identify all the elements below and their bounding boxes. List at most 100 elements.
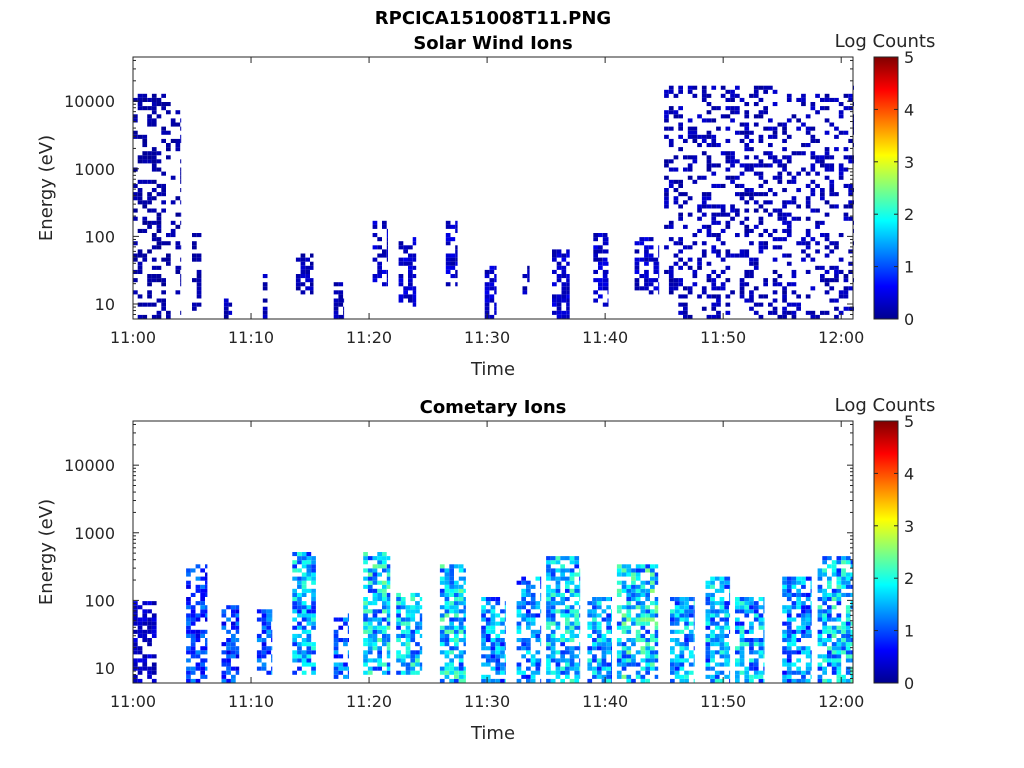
x-tick-label: 11:10 — [228, 328, 274, 347]
heatmap-cell — [711, 85, 717, 90]
heatmap-cell — [829, 188, 835, 193]
heatmap-cell — [147, 625, 152, 630]
heatmap-cell — [753, 200, 759, 205]
heatmap-cell — [311, 613, 316, 618]
heatmap-cell — [687, 126, 693, 131]
heatmap-cell — [601, 674, 607, 679]
heatmap-cell — [454, 642, 459, 647]
heatmap-cell — [805, 597, 811, 602]
heatmap-cell — [810, 138, 816, 143]
heatmap-cell — [566, 306, 570, 311]
heatmap-cell — [449, 592, 454, 597]
heatmap-cell — [640, 564, 646, 569]
heatmap-cell — [347, 617, 349, 622]
heatmap-cell — [848, 155, 853, 160]
heatmap-cell — [679, 601, 685, 606]
heatmap-cell — [372, 629, 378, 634]
heatmap-cell — [490, 625, 496, 630]
heatmap-cell — [190, 621, 196, 626]
heatmap-cell — [739, 597, 745, 602]
heatmap-cell — [190, 670, 196, 675]
heatmap-cell — [403, 294, 408, 299]
heatmap-cell — [611, 678, 612, 683]
heatmap-cell — [372, 588, 378, 593]
heatmap-cell — [419, 646, 423, 651]
heatmap-cell — [386, 249, 388, 254]
heatmap-cell — [137, 93, 143, 98]
heatmap-cell — [449, 638, 454, 643]
heatmap-cell — [758, 642, 764, 647]
heatmap-cell — [725, 151, 731, 156]
heatmap-cell — [530, 617, 536, 622]
heatmap-cell — [151, 167, 157, 172]
heatmap-cell — [556, 274, 562, 279]
heatmap-cell — [744, 601, 750, 606]
heatmap-cell — [668, 224, 674, 229]
heatmap-cell — [516, 678, 522, 683]
heatmap-cell — [805, 233, 811, 238]
heatmap-cell — [485, 638, 491, 643]
heatmap-cell — [458, 568, 464, 573]
heatmap-cell — [530, 633, 536, 638]
heatmap-cell — [485, 601, 491, 606]
heatmap-cell — [678, 106, 683, 111]
heatmap-cell — [664, 188, 669, 193]
heatmap-cell — [566, 253, 570, 258]
heatmap-cell — [678, 147, 683, 152]
heatmap-cell — [758, 294, 764, 299]
heatmap-cell — [768, 310, 773, 315]
heatmap-cell — [606, 617, 611, 622]
heatmap-cell — [706, 314, 712, 319]
heatmap-cell — [306, 621, 312, 626]
heatmap-cell — [834, 245, 839, 250]
heatmap-cell — [565, 597, 570, 602]
heatmap-cell — [415, 629, 420, 634]
heatmap-cell — [815, 208, 820, 213]
heatmap-cell — [645, 658, 650, 663]
heatmap-cell — [611, 662, 612, 667]
colorbar-label-bottom: Log Counts — [835, 395, 936, 416]
heatmap-cell — [644, 253, 649, 258]
heatmap-cell — [311, 605, 316, 610]
heatmap-cell — [382, 556, 387, 561]
heatmap-cell — [822, 601, 827, 606]
heatmap-cell — [735, 646, 740, 651]
heatmap-cell — [634, 269, 640, 274]
heatmap-cell — [719, 670, 725, 675]
heatmap-cell — [725, 249, 731, 254]
heatmap-cell — [450, 257, 456, 262]
heatmap-cell — [147, 192, 152, 197]
heatmap-cell — [235, 621, 240, 626]
heatmap-cell — [634, 257, 640, 262]
heatmap-cell — [195, 666, 201, 671]
heatmap-cell — [834, 265, 839, 270]
heatmap-cell — [386, 241, 388, 246]
heatmap-cell — [372, 233, 378, 238]
heatmap-cell — [490, 654, 496, 659]
heatmap-cell — [611, 670, 612, 675]
heatmap-cell — [678, 114, 683, 119]
heatmap-cell — [693, 621, 695, 626]
heatmap-cell — [205, 592, 208, 597]
heatmap-cell — [836, 678, 842, 683]
heatmap-cell — [687, 196, 693, 201]
heatmap-cell — [801, 576, 806, 581]
heatmap-cell — [521, 592, 526, 597]
heatmap-cell — [415, 601, 420, 606]
heatmap-cell — [644, 282, 649, 287]
heatmap-cell — [151, 163, 157, 168]
heatmap-cell — [763, 646, 765, 651]
heatmap-cell — [367, 576, 373, 581]
heatmap-cell — [343, 310, 345, 315]
heatmap-cell — [598, 261, 603, 266]
heatmap-cell — [850, 678, 853, 683]
heatmap-cell — [658, 290, 660, 295]
heatmap-cell — [196, 233, 202, 238]
heatmap-cell — [221, 662, 227, 667]
heatmap-cell — [768, 151, 773, 156]
heatmap-cell — [639, 241, 645, 246]
heatmap-cell — [735, 601, 740, 606]
heatmap-cell — [772, 278, 778, 283]
heatmap-cell — [640, 613, 646, 618]
